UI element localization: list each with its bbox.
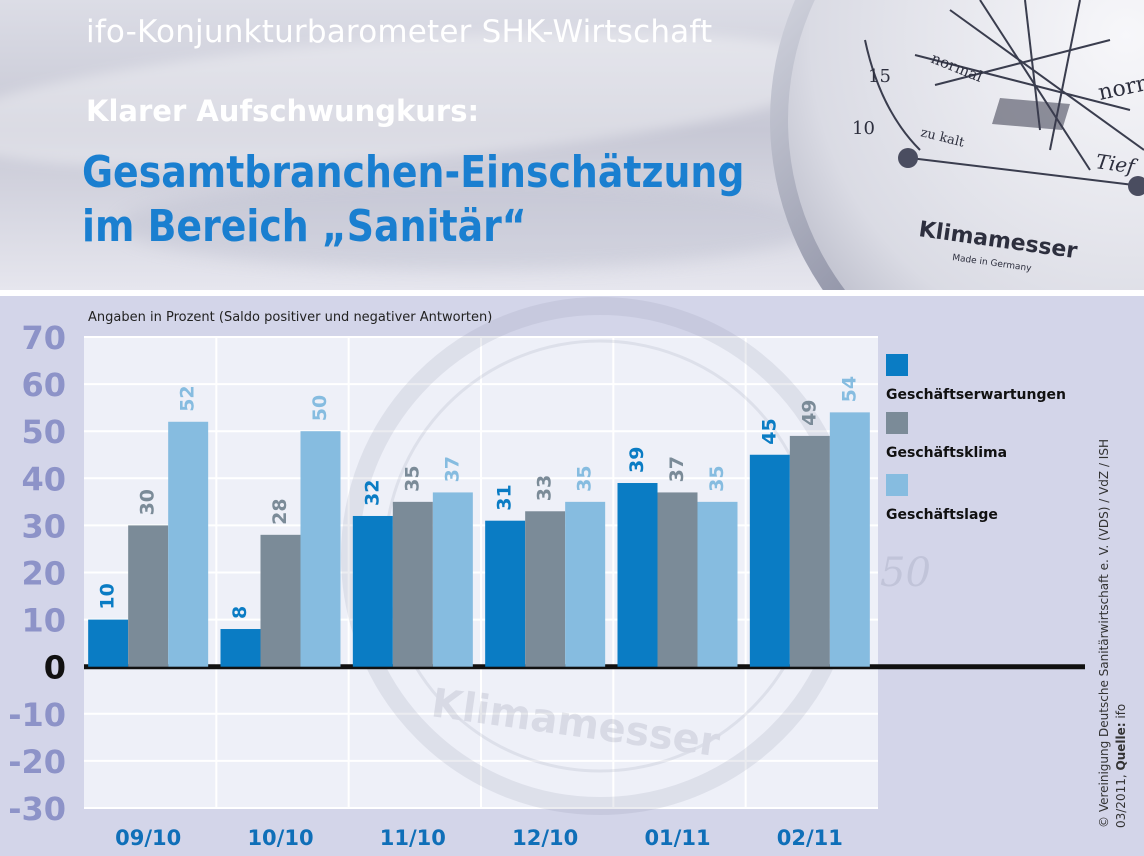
bar bbox=[220, 629, 261, 667]
subtitle: Klarer Aufschwungkurs: bbox=[86, 94, 480, 128]
data-label: 37 bbox=[441, 456, 463, 482]
data-label: 52 bbox=[177, 385, 199, 411]
y-tick-label: 70 bbox=[21, 319, 66, 357]
bar bbox=[789, 435, 830, 667]
data-label: 8 bbox=[229, 606, 251, 619]
grid-lines bbox=[84, 336, 878, 809]
bar bbox=[829, 412, 870, 667]
headline: Gesamtbranchen-Einschätzung im Bereich „… bbox=[82, 146, 744, 254]
gauge-pin bbox=[898, 148, 918, 168]
bar bbox=[128, 525, 169, 667]
barometer-illustration: 15 10 normal normal zu kalt Tief Klimame… bbox=[770, 0, 1144, 290]
page-title: ifo-Konjunkturbarometer SHK-Wirtschaft bbox=[86, 14, 713, 50]
bar-chart: Angaben in Prozent (Saldo positiver und … bbox=[8, 297, 1085, 850]
data-label: 35 bbox=[706, 465, 728, 491]
legend-label: Geschäftserwartungen bbox=[886, 387, 1066, 403]
legend-swatch bbox=[886, 412, 908, 434]
bar bbox=[617, 483, 658, 667]
y-tick-label: 60 bbox=[21, 366, 66, 404]
data-label: 10 bbox=[97, 583, 119, 609]
headline-line-2: im Bereich „Sanitär“ bbox=[82, 201, 527, 252]
y-tick-label: -20 bbox=[8, 743, 66, 781]
bar bbox=[525, 511, 566, 667]
bar bbox=[749, 454, 790, 667]
bar bbox=[300, 431, 341, 667]
bar bbox=[432, 492, 473, 667]
y-tick-label: 50 bbox=[21, 413, 66, 451]
x-tick-label: 10/10 bbox=[247, 826, 313, 850]
legend-swatch bbox=[886, 354, 908, 376]
data-label: 37 bbox=[666, 456, 688, 482]
data-label: 39 bbox=[626, 447, 648, 473]
data-label: 35 bbox=[574, 465, 596, 491]
x-tick-label: 11/10 bbox=[380, 826, 446, 850]
data-label: 31 bbox=[494, 484, 516, 510]
x-tick-label: 12/10 bbox=[512, 826, 578, 850]
x-tick-label: 09/10 bbox=[115, 826, 181, 850]
y-axis: 70 60 50 40 30 20 10 0 -10 -20 -30 bbox=[8, 319, 1085, 828]
gauge-word: Tief bbox=[1094, 149, 1139, 179]
y-tick-label: 20 bbox=[21, 555, 66, 593]
bar bbox=[352, 515, 393, 667]
legend: Geschäftserwartungen Geschäftsklima Geschä… bbox=[886, 354, 1066, 523]
y-tick-label: 10 bbox=[21, 602, 66, 640]
bar bbox=[657, 492, 698, 667]
data-label: 32 bbox=[361, 480, 383, 506]
data-label: 49 bbox=[798, 399, 820, 425]
bar bbox=[392, 501, 433, 667]
bar bbox=[260, 534, 301, 667]
legend-swatch bbox=[886, 474, 908, 496]
chart-panel: Angaben in Prozent (Saldo positiver und … bbox=[0, 296, 1144, 856]
bars: 10 30 52 8 28 50 32 35 37 31 33 35 39 37 35 45 49 54 bbox=[88, 376, 870, 667]
gauge-pin bbox=[1128, 176, 1144, 196]
gauge-face bbox=[788, 0, 1144, 290]
legend-label: Geschäftsklima bbox=[886, 445, 1007, 461]
bar bbox=[697, 501, 738, 667]
chart-note: Angaben in Prozent (Saldo positiver und … bbox=[88, 310, 492, 325]
data-label: 50 bbox=[309, 395, 331, 421]
watermark-tick: 50 bbox=[880, 550, 931, 596]
x-tick-label: 01/11 bbox=[644, 826, 710, 850]
data-label: 35 bbox=[401, 465, 423, 491]
bar bbox=[168, 421, 209, 667]
header-banner: ifo-Konjunkturbarometer SHK-Wirtschaft K… bbox=[0, 0, 1144, 290]
data-label: 30 bbox=[137, 489, 159, 515]
background-swoosh bbox=[120, 180, 820, 270]
copyright-text: © Vereinigung Deutsche Sanitärwirtschaft… bbox=[1097, 439, 1111, 828]
data-label: 54 bbox=[838, 376, 860, 402]
y-tick-label: 0 bbox=[44, 649, 66, 687]
source-name: ifo bbox=[1114, 703, 1128, 719]
y-tick-label: 40 bbox=[21, 460, 66, 498]
bar bbox=[88, 619, 129, 667]
source-label: Quelle: bbox=[1114, 722, 1128, 771]
gauge-tick-label: 15 bbox=[868, 66, 891, 87]
copyright-date: 03/2011, bbox=[1114, 774, 1128, 828]
gauge-tick-label: 10 bbox=[852, 118, 875, 139]
headline-line-1: Gesamtbranchen-Einschätzung bbox=[82, 147, 745, 198]
gauge-marker bbox=[992, 98, 1070, 130]
y-tick-label: -10 bbox=[8, 696, 66, 734]
x-axis: 09/10 10/10 11/10 12/10 01/11 02/11 bbox=[115, 826, 843, 850]
legend-label: Geschäftslage bbox=[886, 507, 998, 523]
copyright-note: © Vereinigung Deutsche Sanitärwirtschaft… bbox=[1090, 308, 1130, 828]
y-tick-label: -30 bbox=[8, 790, 66, 828]
bar bbox=[565, 501, 606, 667]
data-label: 45 bbox=[758, 418, 780, 444]
data-label: 33 bbox=[534, 475, 556, 501]
x-tick-label: 02/11 bbox=[777, 826, 843, 850]
bar bbox=[485, 520, 526, 667]
data-label: 28 bbox=[269, 498, 291, 524]
y-tick-label: 30 bbox=[21, 507, 66, 545]
